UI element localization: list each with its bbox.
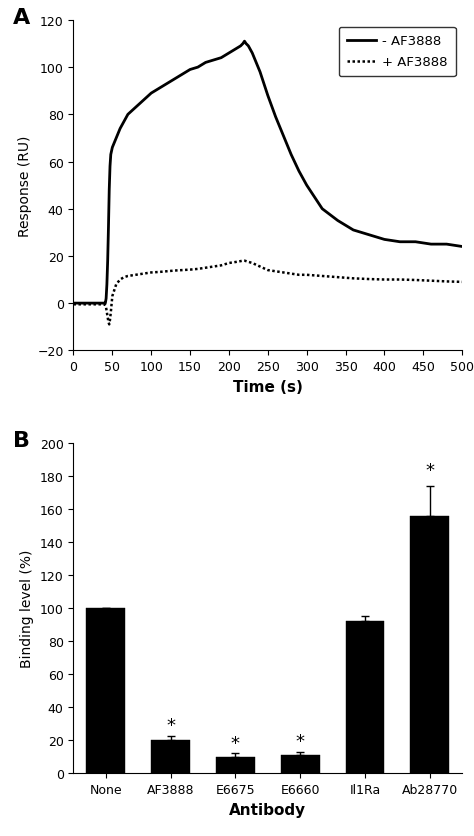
Y-axis label: Binding level (%): Binding level (%) — [20, 549, 34, 667]
Text: B: B — [13, 430, 30, 450]
Text: *: * — [231, 734, 240, 752]
Bar — [281, 755, 319, 773]
Y-axis label: Response (RU): Response (RU) — [18, 135, 32, 237]
Legend: - AF3888, + AF3888: - AF3888, + AF3888 — [338, 28, 456, 77]
X-axis label: Time (s): Time (s) — [233, 380, 303, 394]
Bar — [346, 621, 384, 773]
X-axis label: Antibody: Antibody — [229, 802, 306, 817]
Text: *: * — [425, 461, 434, 480]
Bar — [86, 609, 125, 773]
Text: *: * — [166, 716, 175, 734]
Text: *: * — [296, 732, 305, 750]
Text: A: A — [13, 8, 30, 28]
Bar — [216, 757, 255, 773]
Bar — [151, 741, 190, 773]
Bar — [410, 516, 449, 773]
